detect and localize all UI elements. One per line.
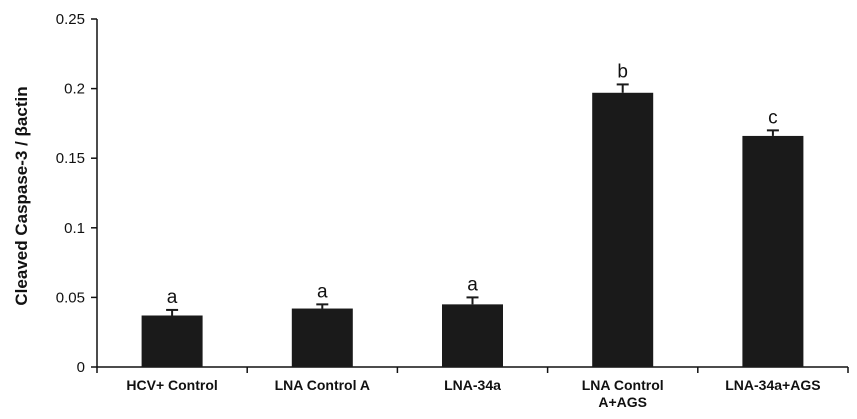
y-tick-label: 0 [77, 359, 85, 376]
x-tick-label: LNA-34a+AGS [725, 377, 820, 393]
x-tick-label: LNA Control A [275, 377, 370, 393]
y-axis-label: Cleaved Caspase-3 / βactin [12, 86, 31, 305]
bar [442, 304, 503, 367]
y-tick-label: 0.05 [56, 289, 85, 306]
significance-letter: a [317, 281, 328, 302]
y-axis: 0 0.05 0.1 0.15 0.2 0.25 [56, 11, 98, 376]
significance-letter: a [167, 287, 178, 308]
significance-letter: c [768, 107, 778, 128]
bar [592, 92, 654, 367]
y-tick-label: 0.25 [56, 11, 85, 28]
bar [141, 315, 203, 367]
x-tick-label: HCV+ Control [126, 377, 217, 393]
bar [291, 308, 353, 367]
bars [141, 92, 804, 367]
y-tick-label: 0.2 [64, 81, 85, 98]
x-axis: HCV+ Control LNA Control A LNA-34a LNA Cont… [96, 366, 849, 410]
significance-letter: a [467, 274, 478, 295]
significance-letters: a a a b c [167, 61, 778, 308]
error-bars [166, 83, 779, 316]
significance-letter: b [617, 61, 628, 82]
y-tick-label: 0.1 [64, 220, 85, 237]
x-tick-label: A+AGS [598, 394, 647, 410]
x-tick-label: LNA-34a [444, 377, 501, 393]
y-tick-label: 0.15 [56, 150, 85, 167]
x-tick-label: LNA Control [582, 377, 664, 393]
bar [742, 135, 804, 367]
